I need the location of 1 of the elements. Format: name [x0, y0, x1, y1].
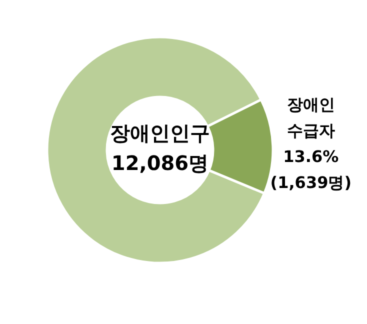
text: 장애인인구 12,086명	[110, 121, 210, 176]
